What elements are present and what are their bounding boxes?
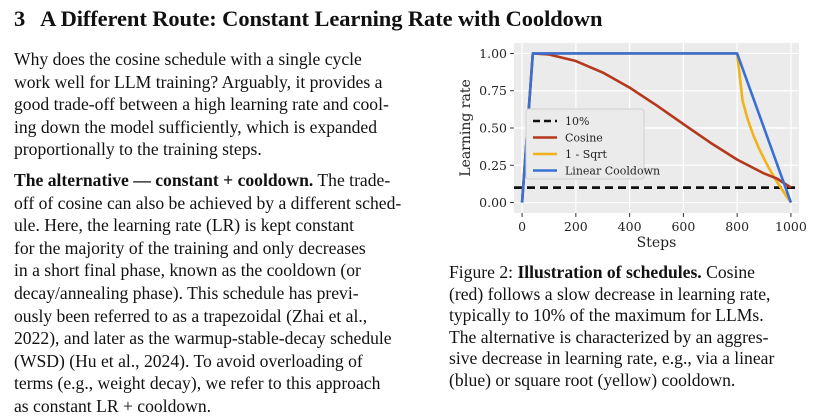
section-heading: 3 A Different Route: Constant Learning Ra… — [14, 6, 602, 32]
caption-label: Figure 2: — [449, 262, 514, 282]
paragraph-line: terms (e.g., weight decay), we refer to … — [14, 373, 381, 394]
schedule-chart: 0.00 0.25 0.50 0.75 1.00 0 200 400 600 800 1000 Ste… — [458, 43, 807, 251]
paragraph-line: work well for LLM training? Arguably, it… — [14, 71, 383, 92]
body-text-column: Why does the cosine schedule with a sing… — [14, 48, 436, 418]
paragraph-line: as constant LR + cooldown. — [14, 395, 212, 416]
section-title: A Different Route: Constant Learning Rat… — [40, 6, 603, 31]
caption-line: The alternative is characterized by an a… — [449, 326, 769, 347]
x-tick-label: 1000 — [775, 219, 807, 234]
paragraph-line: proportionally to the training steps. — [14, 139, 262, 160]
paragraph-line: ously been referred to as a trapezoidal … — [14, 305, 368, 326]
paragraph-line: off of cosine can also be achieved by a … — [14, 192, 402, 213]
paragraph-line: decay/annealing phase). This schedule ha… — [14, 282, 359, 303]
paragraph-line: for the majority of the training and onl… — [14, 237, 366, 258]
paragraph-line-rest: The trade- — [313, 169, 391, 190]
x-tick-label: 800 — [725, 219, 749, 234]
legend-entry: 1 - Sqrt — [565, 148, 608, 161]
y-tick-label: 1.00 — [479, 46, 507, 61]
paragraph-line: Why does the cosine schedule with a sing… — [14, 49, 362, 69]
caption-line: sive decrease in learning rate, e.g., vi… — [449, 348, 775, 369]
legend-box — [525, 108, 645, 180]
paragraph-line: ule. Here, the learning rate (LR) is kep… — [14, 215, 355, 236]
paragraph-line: ing down the model sufficiently, which i… — [14, 116, 378, 137]
paragraph-line: (WSD) (Hu et al., 2024). To avoid overlo… — [14, 350, 363, 371]
x-tick-label: 400 — [618, 219, 642, 234]
y-tick-label: 0.00 — [479, 195, 507, 210]
paragraph-runin-title: The alternative — constant + cooldown. — [14, 169, 314, 190]
paragraph-line: The alternative — constant + cooldown. T… — [14, 169, 436, 192]
caption-line: typically to 10% of the maximum for LLMs… — [449, 305, 764, 326]
legend-entry: Linear Cooldown — [565, 165, 660, 178]
caption-line: (blue) or square root (yellow) cooldown. — [449, 369, 736, 390]
figure-caption: Figure 2: Illustration of schedules. Cos… — [449, 262, 815, 392]
caption-line: (red) follows a slow decrease in learnin… — [449, 283, 771, 304]
x-axis-label: Steps — [637, 235, 677, 251]
x-tick-label: 600 — [671, 219, 695, 234]
paragraph-1: Why does the cosine schedule with a sing… — [14, 48, 436, 161]
caption-title: Illustration of schedules. — [517, 262, 702, 282]
x-tick-label: 0 — [518, 219, 526, 234]
paragraph-line: good trade-off between a high learning r… — [14, 94, 389, 115]
paragraph-2: The alternative — constant + cooldown. T… — [14, 169, 436, 418]
figure-2: 0.00 0.25 0.50 0.75 1.00 0 200 400 600 800 1000 Ste… — [449, 38, 811, 268]
y-axis-label: Learning rate — [458, 79, 474, 177]
y-tick-label: 0.25 — [479, 158, 507, 173]
paragraph-line: 2022), and later as the warmup-stable-de… — [14, 328, 392, 349]
y-tick-label: 0.75 — [479, 83, 507, 98]
legend-entry: 10% — [565, 115, 589, 128]
legend-entry: Cosine — [565, 132, 603, 145]
caption-line-rest: Cosine — [701, 262, 755, 282]
caption-line: Figure 2: Illustration of schedules. Cos… — [449, 262, 815, 284]
section-number: 3 — [14, 6, 26, 31]
paragraph-line: in a short final phase, known as the coo… — [14, 260, 361, 281]
x-tick-label: 200 — [564, 219, 588, 234]
y-tick-label: 0.50 — [479, 121, 507, 136]
